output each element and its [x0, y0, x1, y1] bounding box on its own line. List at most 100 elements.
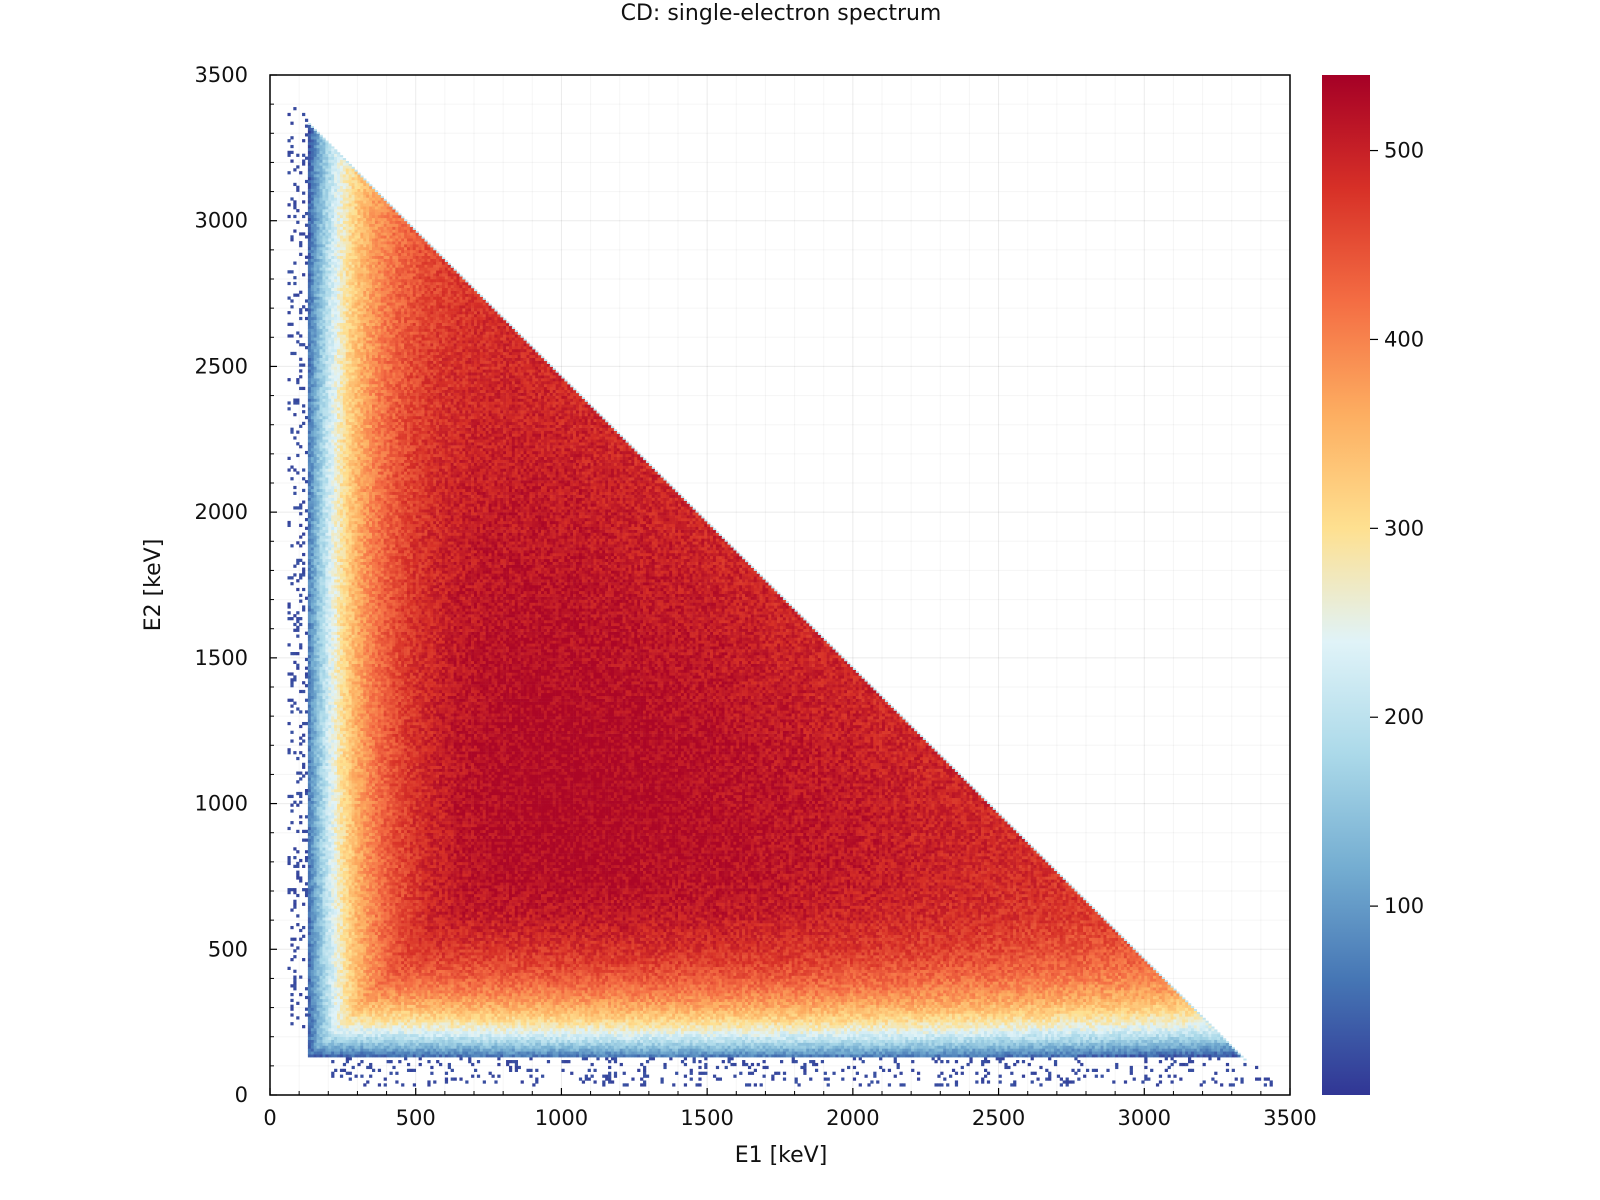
heatmap-cell: [308, 568, 311, 571]
heatmap-cell: [305, 856, 308, 859]
heatmap-cell: [322, 1010, 325, 1013]
heatmap-cell: [314, 480, 317, 483]
heatmap-cell: [322, 544, 325, 547]
heatmap-cell: [322, 859, 325, 862]
heatmap-cell: [314, 664, 317, 667]
heatmap-cell: [322, 967, 325, 970]
heatmap-cell: [320, 232, 323, 235]
heatmap-cell: [314, 716, 317, 719]
heatmap-cell: [308, 323, 311, 326]
heatmap-cell: [311, 492, 314, 495]
heatmap-cell: [311, 1054, 314, 1057]
heatmap-cell: [322, 468, 325, 471]
heatmap-cell: [320, 987, 323, 990]
heatmap-cell: [308, 585, 311, 588]
heatmap-cell: [317, 908, 320, 911]
heatmap-cell: [311, 180, 314, 183]
heatmap-cell: [322, 914, 325, 917]
heatmap-cell: [322, 833, 325, 836]
heatmap-cell: [320, 562, 323, 565]
heatmap-cell: [308, 398, 311, 401]
heatmap-cell: [287, 748, 290, 751]
heatmap-cell: [311, 145, 314, 148]
heatmap-cell: [299, 544, 302, 547]
heatmap-cell: [314, 646, 317, 649]
heatmap-cell: [308, 699, 311, 702]
heatmap-cell: [308, 355, 311, 358]
heatmap-cell: [308, 180, 311, 183]
heatmap-cell: [317, 678, 320, 681]
heatmap-cell: [308, 978, 311, 981]
heatmap-cell: [322, 751, 325, 754]
heatmap-cell: [290, 305, 293, 308]
heatmap-cell: [311, 1040, 314, 1043]
heatmap-cell: [322, 707, 325, 710]
heatmap-cell: [320, 431, 323, 434]
heatmap-cell: [317, 401, 320, 404]
heatmap-cell: [314, 197, 317, 200]
heatmap-cell: [311, 165, 314, 168]
heatmap-cell: [317, 183, 320, 186]
heatmap-cell: [320, 693, 323, 696]
heatmap-cell: [314, 460, 317, 463]
heatmap-cell: [302, 958, 305, 961]
heatmap-cell: [314, 687, 317, 690]
heatmap-cell: [322, 495, 325, 498]
heatmap-cell: [308, 941, 311, 944]
heatmap-cell: [320, 457, 323, 460]
heatmap-cell: [296, 506, 299, 509]
heatmap-cell: [311, 582, 314, 585]
heatmap-cell: [311, 436, 314, 439]
heatmap-cell: [308, 996, 311, 999]
heatmap-cell: [302, 722, 305, 725]
heatmap-cell: [317, 935, 320, 938]
heatmap-cell: [308, 605, 311, 608]
heatmap-cell: [314, 174, 317, 177]
heatmap-cell: [322, 804, 325, 807]
heatmap-cell: [311, 279, 314, 282]
heatmap-cell: [311, 690, 314, 693]
heatmap-cell: [311, 964, 314, 967]
heatmap-cell: [311, 713, 314, 716]
heatmap-cell: [314, 206, 317, 209]
heatmap-cell: [308, 1031, 311, 1034]
heatmap-cell: [311, 168, 314, 171]
heatmap-cell: [317, 550, 320, 553]
heatmap-cell: [320, 981, 323, 984]
heatmap-cell: [308, 457, 311, 460]
heatmap-cell: [314, 696, 317, 699]
heatmap-cell: [311, 311, 314, 314]
heatmap-cell: [287, 311, 290, 314]
heatmap-cell: [299, 524, 302, 527]
heatmap-cell: [296, 780, 299, 783]
heatmap-cell: [317, 973, 320, 976]
heatmap-cell: [322, 932, 325, 935]
heatmap-cell: [314, 282, 317, 285]
heatmap-cell: [317, 285, 320, 288]
heatmap-cell: [287, 334, 290, 337]
heatmap-cell: [299, 751, 302, 754]
heatmap-cell: [311, 387, 314, 390]
heatmap-cell: [299, 594, 302, 597]
heatmap-cell: [311, 632, 314, 635]
heatmap-cell: [314, 879, 317, 882]
heatmap-cell: [311, 844, 314, 847]
heatmap-cell: [287, 672, 290, 675]
heatmap-cell: [311, 355, 314, 358]
heatmap-cell: [311, 891, 314, 894]
heatmap-cell: [320, 993, 323, 996]
heatmap-cell: [311, 425, 314, 428]
heatmap-cell: [305, 684, 308, 687]
heatmap-cell: [311, 812, 314, 815]
heatmap-cell: [320, 186, 323, 189]
heatmap-cell: [299, 792, 302, 795]
heatmap-cell: [317, 302, 320, 305]
heatmap-cell: [317, 792, 320, 795]
heatmap-cell: [311, 579, 314, 582]
heatmap-cell: [299, 576, 302, 579]
heatmap-cell: [317, 772, 320, 775]
heatmap-cell: [311, 605, 314, 608]
heatmap-cell: [317, 728, 320, 731]
heatmap-cell: [317, 273, 320, 276]
heatmap-cell: [314, 570, 317, 573]
